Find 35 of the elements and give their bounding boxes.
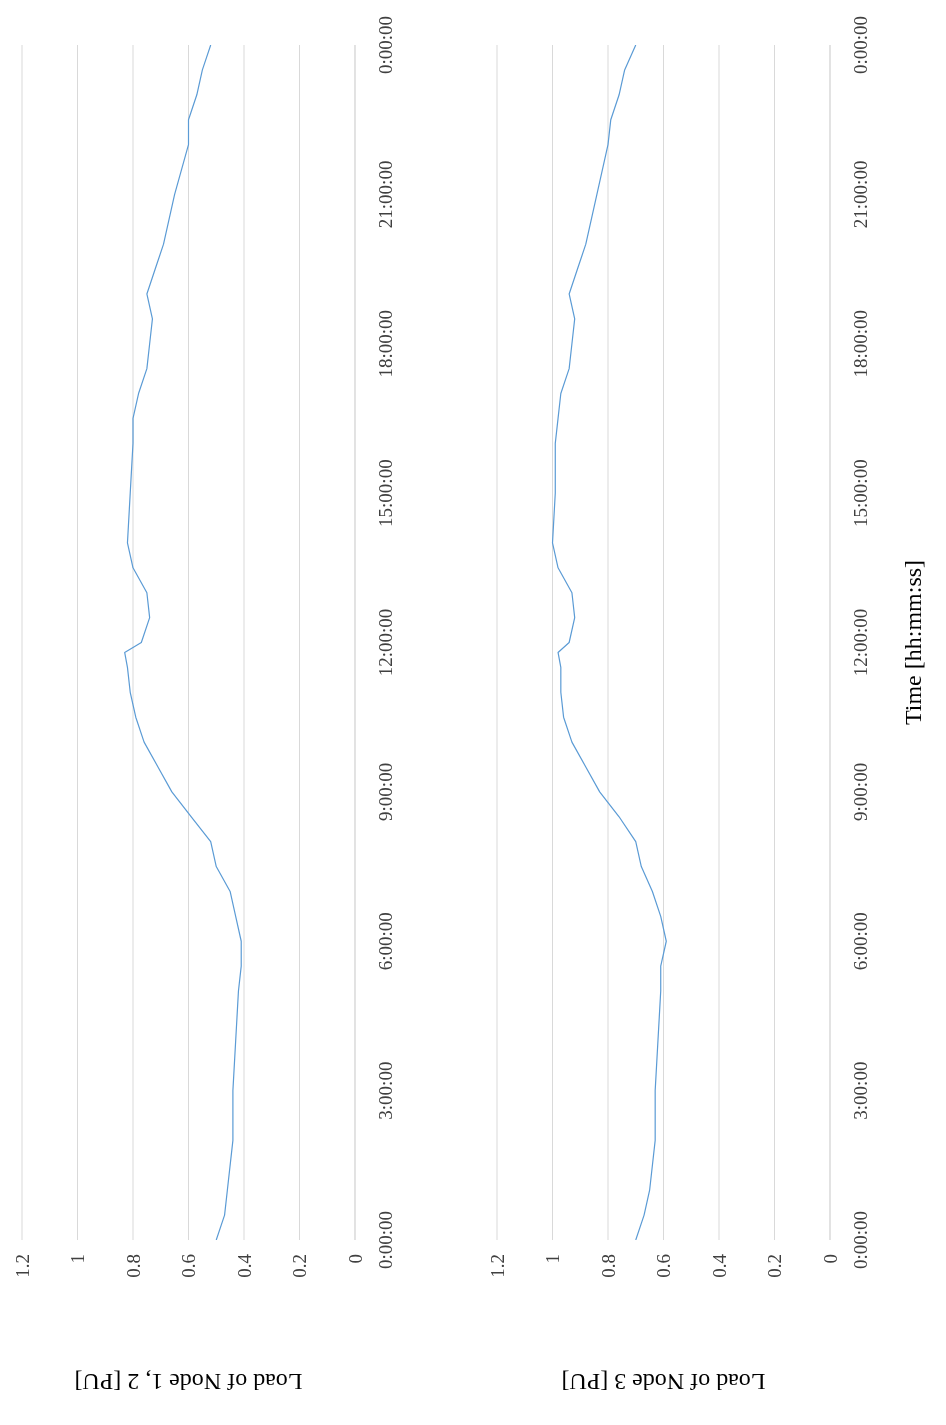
x-tick-label: 0.6	[653, 1254, 674, 1278]
x-tick-label: 0.6	[178, 1254, 199, 1278]
y-tick-label: 21:00:00	[374, 160, 396, 229]
y-tick-label: 0:00:00	[374, 15, 396, 75]
x-tick-label: 0	[344, 1254, 366, 1264]
y-tick-label: 6:00:00	[374, 912, 396, 971]
y-tick-label: 12:00:00	[849, 608, 871, 677]
x-tick-label: 0.2	[289, 1254, 310, 1278]
y-tick-label: 6:00:00	[849, 912, 871, 971]
y-tick-label: 9:00:00	[849, 762, 871, 821]
x-tick-label: 1	[542, 1254, 563, 1264]
y-tick-label: 0:00:00	[374, 1210, 396, 1270]
y-tick-label: 21:00:00	[849, 160, 871, 229]
y-tick-label: 18:00:00	[374, 309, 396, 378]
y-tick-label: 3:00:00	[849, 1061, 871, 1120]
x-tick-label: 1	[67, 1254, 88, 1264]
y-axis-title: Time [hh:mm:ss]	[899, 559, 926, 726]
y-tick-label: 0:00:00	[849, 1210, 871, 1270]
y-tick-label: 15:00:00	[374, 459, 396, 527]
y-tick-label: 15:00:00	[849, 459, 871, 527]
y-tick-label: 0:00:00	[849, 15, 871, 75]
x-tick-label: 0	[819, 1254, 841, 1264]
x-axis-title: Load of Node 3 [PU]	[561, 1369, 766, 1395]
x-tick-label: 0.2	[764, 1254, 785, 1278]
x-tick-label: 1.2	[486, 1254, 508, 1278]
y-tick-label: 18:00:00	[849, 309, 871, 378]
x-tick-label: 0.8	[122, 1254, 144, 1278]
y-tick-label: 12:00:00	[374, 608, 396, 677]
x-tick-label: 1.2	[11, 1254, 33, 1278]
y-tick-label: 9:00:00	[374, 762, 396, 821]
x-tick-label: 0.4	[233, 1253, 255, 1278]
x-tick-label: 0.4	[708, 1253, 730, 1278]
y-tick-label: 3:00:00	[374, 1061, 396, 1120]
x-tick-label: 0.8	[597, 1254, 619, 1278]
x-axis-title: Load of Node 1, 2 [PU]	[74, 1369, 303, 1395]
